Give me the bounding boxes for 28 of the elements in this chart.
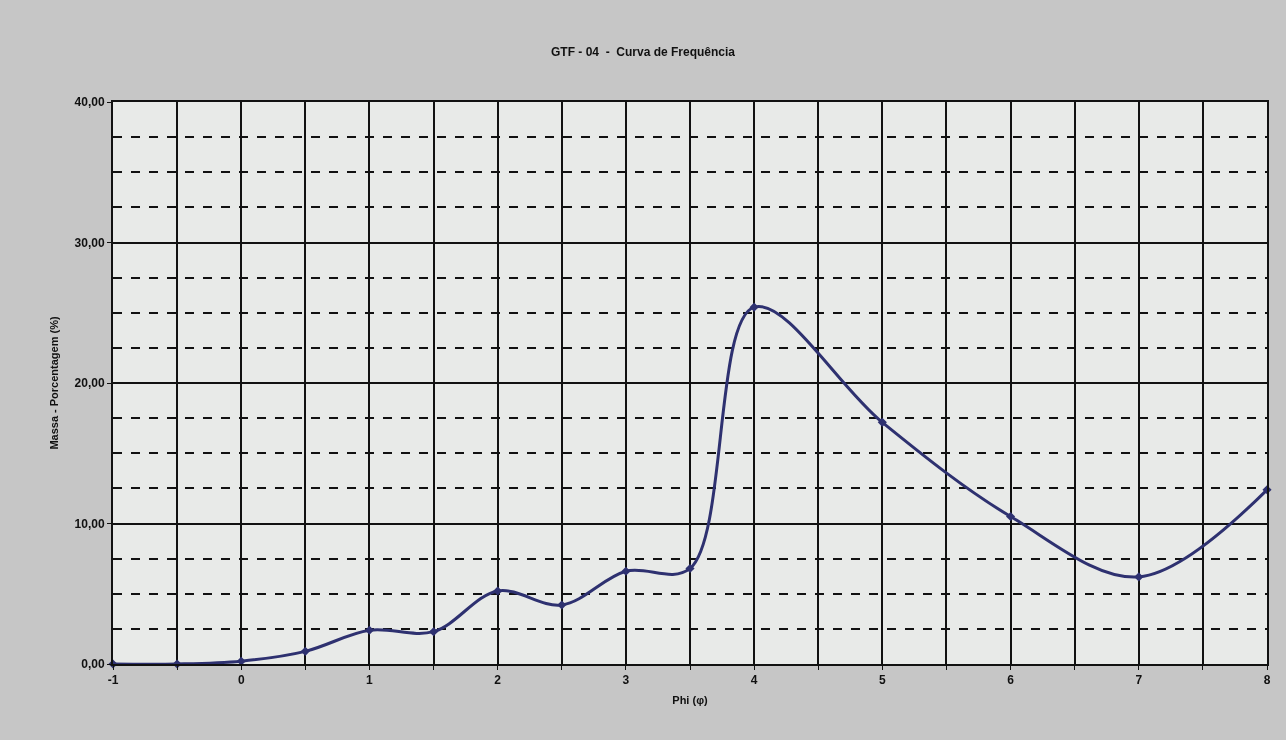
point (685, 563, 695, 574)
point (1006, 511, 1016, 522)
point (749, 302, 759, 312)
point (300, 646, 310, 656)
y-tick-label: 40,00 (74, 95, 105, 110)
chart-title: GTF - 04 - Curva de Frequência (550, 45, 736, 59)
point (429, 627, 439, 637)
y-tick-label: 10,00 (74, 516, 105, 531)
x-axis-title: Phi (φ) (672, 694, 709, 707)
x-tick-label: 1 (366, 673, 374, 688)
x-tick-label: 0 (237, 673, 245, 688)
x-tick-label: 8 (1263, 673, 1271, 688)
x-tick-label: 3 (622, 673, 630, 688)
point (1134, 572, 1144, 582)
x-tick-label: 7 (1135, 673, 1143, 688)
x-tick-label: -1 (107, 673, 119, 688)
point (621, 566, 631, 576)
x-tick-label: 6 (1007, 673, 1015, 688)
x-tick-label: 2 (494, 673, 502, 688)
y-tick-label: 20,00 (74, 376, 105, 391)
point (364, 625, 374, 635)
x-tick-label: 4 (750, 673, 758, 688)
point (877, 417, 887, 427)
y-tick-label: 30,00 (74, 235, 105, 250)
point (557, 600, 567, 610)
x-tick-label: 5 (878, 673, 886, 688)
y-axis-title: Massa - Porcentagem (%) (47, 316, 60, 450)
y-tick-label: 0,00 (81, 657, 105, 672)
